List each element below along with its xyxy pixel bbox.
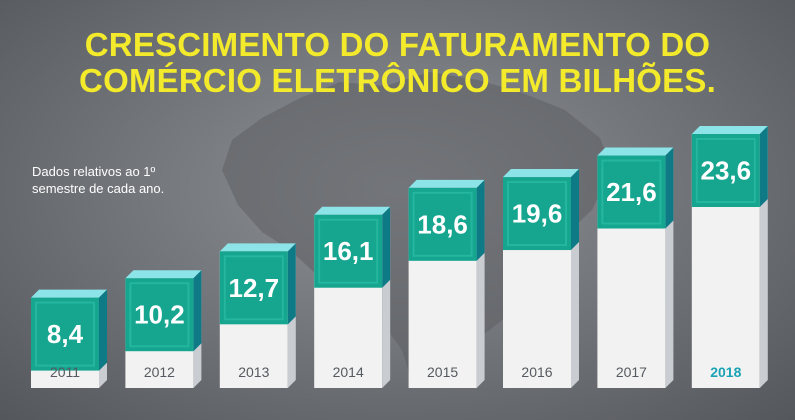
- year-label-2012: 2012: [144, 364, 175, 380]
- year-label-2017: 2017: [616, 364, 647, 380]
- bar-cube-side-2012: [193, 270, 202, 352]
- bar-cube-bevel-2016: [507, 181, 567, 247]
- value-label-2011: 8,4: [47, 319, 84, 349]
- bar-cube-front-2018: [691, 134, 760, 207]
- year-label-2016: 2016: [521, 364, 552, 380]
- bar-cube-front-2013: [219, 251, 288, 325]
- chart-title-line-2: COMÉRCIO ELETRÔNICO EM BILHÕES.: [79, 62, 716, 99]
- bar-2017: 21,6 2017: [597, 147, 674, 388]
- year-label-2018: 2018: [710, 364, 741, 380]
- bar-2011: 8,4 2011: [31, 289, 107, 388]
- bar-cube-side-2014: [382, 206, 391, 288]
- bar-cube-top-2013: [219, 243, 296, 252]
- bar-cube-top-2015: [408, 179, 485, 188]
- year-label-2015: 2015: [427, 364, 458, 380]
- bar-cube-top-2017: [597, 147, 674, 156]
- bar-2012: 10,2 2012: [125, 270, 202, 388]
- footnote-text: Dados relativos ao 1º semestre de cada a…: [32, 164, 165, 196]
- bar-cube-top-2012: [125, 270, 202, 279]
- bar-cube-side-2015: [476, 179, 485, 261]
- value-label-2018: 23,6: [700, 156, 751, 186]
- year-label-2013: 2013: [238, 364, 269, 380]
- bar-cube-bevel-2013: [223, 255, 284, 321]
- bar-cube-side-2016: [571, 169, 579, 251]
- value-label-2014: 16,1: [323, 236, 374, 266]
- bar-cube-bevel-2015: [412, 191, 473, 257]
- bar-cube-top-2011: [31, 289, 107, 298]
- value-label-2013: 12,7: [228, 273, 279, 303]
- value-label-2016: 19,6: [512, 199, 563, 229]
- bar-2018: 23,6 2018: [691, 126, 768, 388]
- bar-cube-top-2016: [503, 169, 579, 178]
- bar-cube-bevel-2012: [129, 282, 190, 348]
- bar-2013: 12,7 2013: [219, 243, 296, 388]
- chart-title-line-1: CRESCIMENTO DO FATURAMENTO DO: [84, 26, 711, 63]
- bar-cube-bevel-2018: [695, 138, 756, 203]
- year-label-2014: 2014: [333, 364, 364, 380]
- bar-cube-top-2014: [314, 206, 391, 215]
- bar-cube-bevel-2014: [318, 218, 379, 284]
- year-label-2011: 2011: [50, 364, 80, 380]
- bar-cube-front-2014: [314, 214, 383, 288]
- bar-cube-side-2011: [99, 289, 107, 371]
- bar-2015: 18,6 2015: [408, 179, 485, 388]
- bar-2016: 19,6 2016: [503, 169, 579, 388]
- bar-cube-bevel-2017: [601, 159, 662, 225]
- bar-cube-side-2013: [287, 243, 296, 325]
- bar-cube-front-2017: [597, 155, 666, 229]
- bar-cube-front-2015: [408, 187, 477, 261]
- bar-cube-top-2018: [691, 126, 768, 134]
- bar-cube-bevel-2011: [35, 301, 95, 367]
- bar-2014: 16,1 2014: [314, 206, 391, 388]
- bar-cube-front-2012: [125, 278, 194, 352]
- value-label-2012: 10,2: [134, 300, 185, 330]
- bar-cube-front-2011: [31, 297, 99, 371]
- bar-cube-side-2018: [759, 126, 768, 207]
- value-label-2017: 21,6: [606, 177, 657, 207]
- bar-cube-front-2016: [503, 177, 571, 251]
- bar-cube-side-2017: [665, 147, 674, 229]
- value-label-2015: 18,6: [417, 209, 468, 239]
